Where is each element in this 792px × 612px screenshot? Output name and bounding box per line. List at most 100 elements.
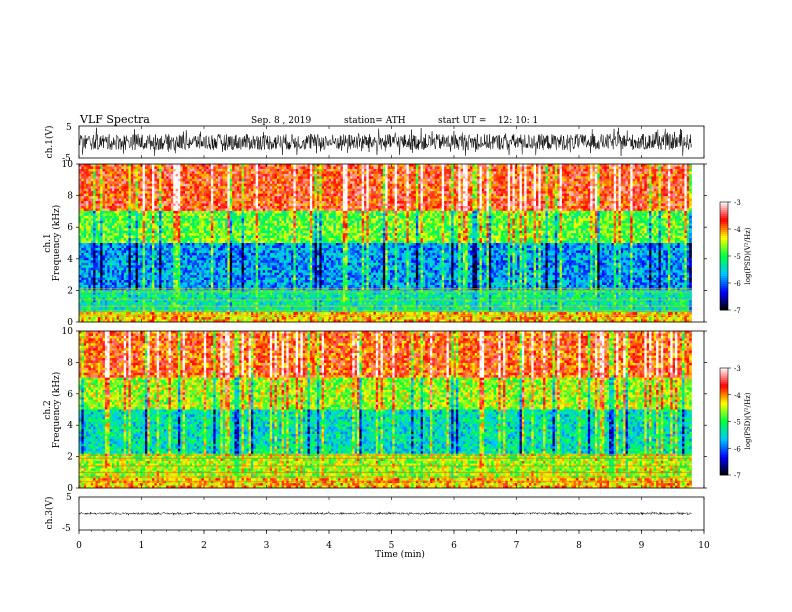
- spec-cell: [152, 278, 155, 281]
- spec-cell: [218, 312, 221, 315]
- spec-cell: [79, 196, 82, 199]
- spec-cell: [239, 164, 242, 167]
- spec-cell: [211, 258, 214, 261]
- spec-cell: [131, 250, 134, 253]
- spec-cell: [192, 204, 195, 207]
- spec-cell: [119, 275, 122, 278]
- spec-cell: [124, 236, 127, 239]
- spec-cell: [95, 307, 98, 310]
- spec-cell: [110, 238, 113, 241]
- spec-cell: [100, 208, 103, 211]
- spec-cell: [152, 176, 155, 179]
- spec-cell: [246, 253, 249, 256]
- spec-cell: [242, 191, 245, 194]
- spec-cell: [176, 174, 179, 177]
- spec-cell: [136, 265, 139, 268]
- spec-cell: [112, 312, 115, 315]
- spec-cell: [183, 196, 186, 199]
- spec-cell: [249, 270, 252, 273]
- spec-cell: [242, 273, 245, 276]
- spec-cell: [209, 292, 212, 295]
- spec-cell: [124, 265, 127, 268]
- spec-cell: [225, 236, 228, 239]
- spec-cell: [91, 181, 94, 184]
- spec-cell: [107, 280, 110, 283]
- spec-cell: [107, 226, 110, 229]
- spec-cell: [117, 166, 120, 169]
- spec-cell: [100, 263, 103, 266]
- spec-cell: [169, 255, 172, 258]
- spec-cell: [213, 268, 216, 271]
- spec-cell: [103, 273, 106, 276]
- spec-cell: [147, 248, 150, 251]
- spec-cell: [107, 186, 110, 189]
- spec-cell: [91, 250, 94, 253]
- spec-cell: [242, 204, 245, 207]
- spec-cell: [126, 189, 129, 192]
- spec-cell: [91, 199, 94, 202]
- spec-cell: [246, 171, 249, 174]
- spec-cell: [145, 211, 148, 214]
- spec-cell: [112, 258, 115, 261]
- spec-cell: [100, 176, 103, 179]
- spec-cell: [161, 196, 164, 199]
- spec-cell: [84, 273, 87, 276]
- spec-cell: [138, 201, 141, 204]
- spec-cell: [192, 179, 195, 182]
- spec-cell: [192, 223, 195, 226]
- spec-cell: [91, 189, 94, 192]
- spec-cell: [206, 213, 209, 216]
- spec-cell: [169, 260, 172, 263]
- spec-cell: [136, 211, 139, 214]
- spec-cell: [140, 245, 143, 248]
- spec-cell: [206, 250, 209, 253]
- spec-cell: [143, 285, 146, 288]
- spec-cell: [126, 171, 129, 174]
- spec-cell: [202, 231, 205, 234]
- spec-cell: [150, 223, 153, 226]
- spec-cell: [246, 199, 249, 202]
- spec-cell: [86, 174, 89, 177]
- spec-cell: [223, 171, 226, 174]
- spec-cell: [232, 255, 235, 258]
- spec-cell: [159, 216, 162, 219]
- spec-cell: [114, 245, 117, 248]
- spec-cell: [173, 186, 176, 189]
- spec-cell: [154, 176, 157, 179]
- spec-cell: [197, 280, 200, 283]
- spec-cell: [107, 164, 110, 167]
- spec-cell: [218, 221, 221, 224]
- spec-cell: [138, 171, 141, 174]
- spec-cell: [180, 253, 183, 256]
- spec-cell: [124, 208, 127, 211]
- spec-cell: [152, 166, 155, 169]
- spec-cell: [157, 218, 160, 221]
- spec-cell: [180, 164, 183, 167]
- spec-cell: [251, 213, 254, 216]
- spec-cell: [180, 317, 183, 320]
- spec-cell: [145, 280, 148, 283]
- spec-cell: [223, 191, 226, 194]
- spec-cell: [79, 171, 82, 174]
- spec-cell: [173, 278, 176, 281]
- spec-cell: [227, 265, 230, 268]
- spec-cell: [93, 223, 96, 226]
- spec-cell: [253, 171, 256, 174]
- spec-cell: [194, 265, 197, 268]
- spec-cell: [185, 263, 188, 266]
- spec-cell: [131, 211, 134, 214]
- spec-cell: [211, 280, 214, 283]
- spec-cell: [173, 275, 176, 278]
- spec-cell: [105, 189, 108, 192]
- spec-cell: [157, 194, 160, 197]
- spec-cell: [152, 253, 155, 256]
- spec-cell: [105, 213, 108, 216]
- spec-cell: [185, 260, 188, 263]
- spec-cell: [209, 285, 212, 288]
- spec-cell: [183, 181, 186, 184]
- spec-cell: [79, 233, 82, 236]
- spec-cell: [140, 204, 143, 207]
- spec-cell: [166, 184, 169, 187]
- spec-cell: [110, 285, 113, 288]
- spec-cell: [244, 280, 247, 283]
